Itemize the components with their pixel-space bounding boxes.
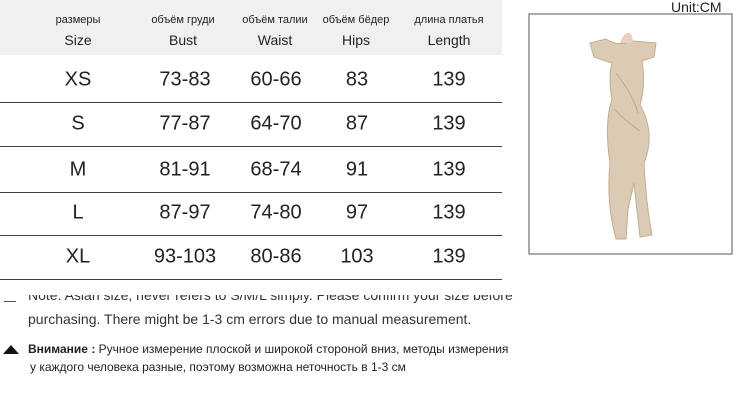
header-en: Hips xyxy=(341,32,371,48)
table-cell: 81-91 xyxy=(159,158,211,181)
note-icon xyxy=(4,301,16,302)
row-divider xyxy=(0,192,502,193)
header-en: Size xyxy=(64,32,92,48)
header-ru: объём бёдер xyxy=(322,14,390,26)
product-image xyxy=(528,13,733,255)
table-cell: 87-97 xyxy=(159,201,211,224)
row-divider xyxy=(0,146,502,147)
table-cell: 103 xyxy=(340,245,374,268)
row-divider xyxy=(0,235,502,236)
table-cell: 77-87 xyxy=(159,112,211,135)
table-cell: 64-70 xyxy=(250,112,302,135)
table-cell: 139 xyxy=(432,201,466,224)
table-cell: 60-66 xyxy=(250,68,302,91)
table-cell: 91 xyxy=(345,158,369,181)
warning-text: Ручное измерение плоской и широкой сторо… xyxy=(98,342,509,356)
table-cell: 83 xyxy=(345,68,369,91)
table-cell: 87 xyxy=(345,112,369,135)
row-divider xyxy=(0,102,502,103)
table-cell: 74-80 xyxy=(250,201,302,224)
header-ru: объём талии xyxy=(242,14,308,26)
table-cell: S xyxy=(71,112,85,135)
table-cell: M xyxy=(69,158,87,181)
header-en: Bust xyxy=(168,32,198,48)
table-cell: 139 xyxy=(432,158,466,181)
warning-line: у каждого человека разные, поэтому возмо… xyxy=(30,360,406,374)
warning-icon xyxy=(3,345,19,354)
header-ru: длина платья xyxy=(414,14,484,26)
table-cell: 139 xyxy=(432,245,466,268)
table-cell: 139 xyxy=(432,68,466,91)
header-ru: размеры xyxy=(55,14,101,26)
table-cell: 93-103 xyxy=(153,245,217,268)
warning-line: Внимание : Ручное измерение плоской и ши… xyxy=(28,342,508,356)
header-en: Waist xyxy=(257,32,293,48)
table-cell: 139 xyxy=(432,112,466,135)
table-cell: 68-74 xyxy=(250,158,302,181)
table-cell: L xyxy=(72,201,84,224)
table-header xyxy=(0,0,502,55)
row-divider xyxy=(0,279,502,280)
table-cell: XS xyxy=(64,68,92,91)
table-cell: 80-86 xyxy=(250,245,302,268)
header-ru: объём груди xyxy=(151,14,215,26)
table-cell: XL xyxy=(65,245,91,268)
warning-label: Внимание : xyxy=(28,342,96,356)
table-cell: 73-83 xyxy=(159,68,211,91)
note-line: Note: Asian size, never refers to S/M/L … xyxy=(28,295,513,303)
note-line: purchasing. There might be 1-3 cm errors… xyxy=(28,311,472,327)
header-en: Length xyxy=(427,32,471,48)
unit-label: Unit:CM xyxy=(671,0,722,15)
table-cell: 97 xyxy=(345,201,369,224)
